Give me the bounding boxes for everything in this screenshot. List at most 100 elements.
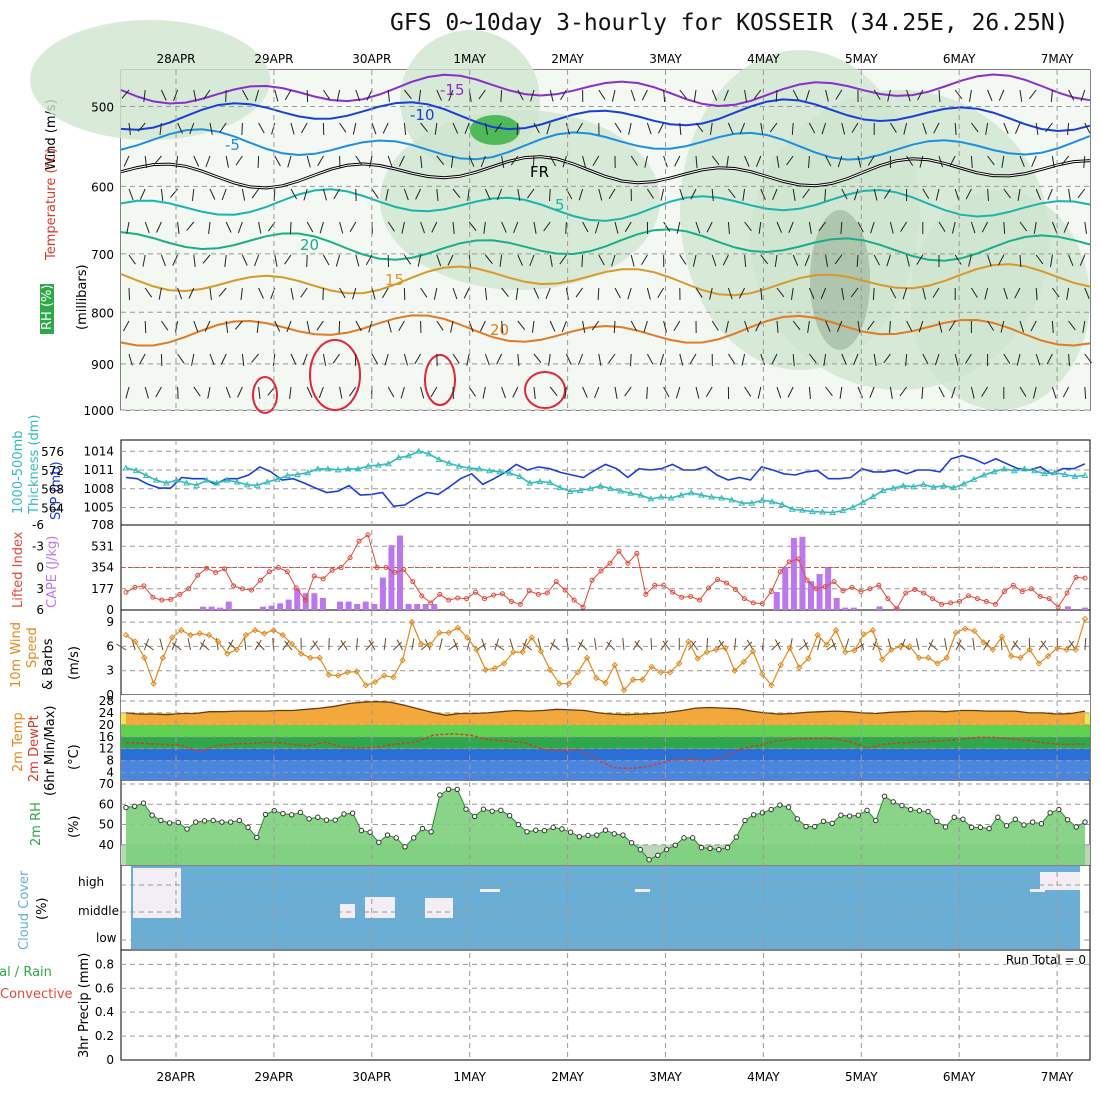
li-tick: 0 bbox=[36, 561, 44, 575]
cape-bar bbox=[782, 567, 788, 610]
thick-tick: 564 bbox=[41, 501, 64, 515]
rh-marker bbox=[255, 835, 259, 839]
cape-bar bbox=[311, 593, 317, 610]
date-top-6MAY: 6MAY bbox=[943, 52, 976, 66]
wind10-barb bbox=[578, 640, 583, 650]
precip-conv-label: Convective bbox=[0, 987, 73, 1002]
rh-tick: 60 bbox=[99, 797, 114, 811]
wind10-barb bbox=[707, 638, 708, 650]
cape-tick: 531 bbox=[91, 539, 114, 553]
temp-tick: 20 bbox=[99, 718, 114, 732]
wind-barb bbox=[355, 354, 356, 366]
cape-bar bbox=[277, 603, 283, 610]
run-total: Run Total = 0 bbox=[1006, 953, 1086, 967]
rh-marker bbox=[699, 845, 703, 849]
wind-barb bbox=[129, 288, 130, 300]
cape-bar bbox=[226, 602, 232, 610]
cloud-clear bbox=[365, 897, 395, 918]
precip-label: 3hr Precip (mm) bbox=[77, 953, 92, 1058]
date-top-5MAY: 5MAY bbox=[845, 52, 878, 66]
li-tick: 3 bbox=[36, 582, 44, 596]
rh-marker bbox=[507, 813, 511, 817]
rh-marker bbox=[298, 810, 302, 814]
slp-tick: 1008 bbox=[83, 482, 114, 496]
rh-marker bbox=[795, 817, 799, 821]
rh-marker bbox=[464, 807, 468, 811]
wind-barb bbox=[550, 189, 551, 201]
isotherm-label: 5 bbox=[555, 196, 565, 214]
rh-tick: 70 bbox=[99, 777, 114, 791]
millibars-label: (millibars) bbox=[75, 264, 90, 330]
date-top-2MAY: 2MAY bbox=[551, 52, 584, 66]
date-bottom-3MAY: 3MAY bbox=[649, 1070, 682, 1084]
precip-tick: 0.6 bbox=[95, 981, 114, 995]
p-tick-600: 600 bbox=[91, 180, 114, 194]
rh-marker bbox=[813, 824, 817, 828]
cape-label: CAPE (J/kg) bbox=[45, 536, 60, 608]
rh-marker bbox=[246, 825, 250, 829]
rh-marker bbox=[455, 787, 459, 791]
cape-tick: 177 bbox=[91, 582, 114, 596]
rh-shade-green bbox=[470, 115, 520, 145]
wind-barb bbox=[290, 222, 291, 234]
cape-bar bbox=[260, 607, 266, 610]
wind-tick: 3 bbox=[106, 664, 114, 678]
cape-bar bbox=[851, 608, 857, 610]
date-bottom-4MAY: 4MAY bbox=[747, 1070, 780, 1084]
wind-barb bbox=[307, 255, 308, 267]
date-bottom-1MAY: 1MAY bbox=[453, 1070, 486, 1084]
rh-marker bbox=[263, 812, 267, 816]
rh-marker bbox=[1013, 817, 1017, 821]
cape-bar bbox=[414, 604, 420, 610]
rh-marker bbox=[856, 813, 860, 817]
rh-marker bbox=[612, 832, 616, 836]
date-top-1MAY: 1MAY bbox=[453, 52, 486, 66]
rh-marker bbox=[446, 787, 450, 791]
rh-marker bbox=[385, 833, 389, 837]
wind10-barb bbox=[510, 639, 513, 650]
rh-marker bbox=[560, 827, 564, 831]
rh-marker bbox=[778, 803, 782, 807]
temp-tick: 12 bbox=[99, 742, 114, 756]
wind-barb bbox=[258, 156, 259, 168]
temp-band bbox=[121, 695, 1090, 713]
rh-marker bbox=[1030, 820, 1034, 824]
cape-bar bbox=[337, 602, 343, 610]
thickness-label: 1000-500mb bbox=[11, 430, 26, 514]
cape-bar bbox=[406, 604, 412, 610]
wind-tick: 6 bbox=[106, 639, 114, 653]
rh-tick: 50 bbox=[99, 818, 114, 832]
rh-marker bbox=[621, 833, 625, 837]
rh-marker bbox=[734, 835, 738, 839]
cloud-high-label: high bbox=[78, 875, 104, 889]
isotherm-label: 20 bbox=[300, 236, 319, 254]
cape-bar bbox=[320, 598, 326, 610]
rh-marker bbox=[333, 818, 337, 822]
p-tick-500: 500 bbox=[91, 101, 114, 115]
cape-bar bbox=[825, 568, 831, 610]
rh-marker bbox=[307, 817, 311, 821]
rh-marker bbox=[821, 819, 825, 823]
rh-marker bbox=[237, 818, 241, 822]
rh-marker bbox=[202, 819, 206, 823]
cloud-clear bbox=[635, 889, 650, 892]
wind10-barb bbox=[227, 640, 233, 650]
wind10-label: 10m Wind bbox=[9, 622, 24, 688]
wind10-barb bbox=[916, 638, 919, 650]
cape-bar bbox=[834, 598, 840, 610]
temp-tick: 28 bbox=[99, 694, 114, 708]
rh-shade bbox=[30, 20, 270, 140]
isotherm-label: 15 bbox=[385, 271, 404, 289]
rh-marker bbox=[839, 813, 843, 817]
cloud-clear bbox=[133, 868, 181, 918]
wind-barb bbox=[614, 321, 615, 333]
rh-marker bbox=[1074, 825, 1078, 829]
wind10-barb bbox=[606, 640, 612, 650]
rh-marker bbox=[516, 822, 520, 826]
rh-marker bbox=[996, 815, 1000, 819]
precip-tick: 0.8 bbox=[95, 957, 114, 971]
wind10-barb bbox=[1001, 638, 1002, 650]
